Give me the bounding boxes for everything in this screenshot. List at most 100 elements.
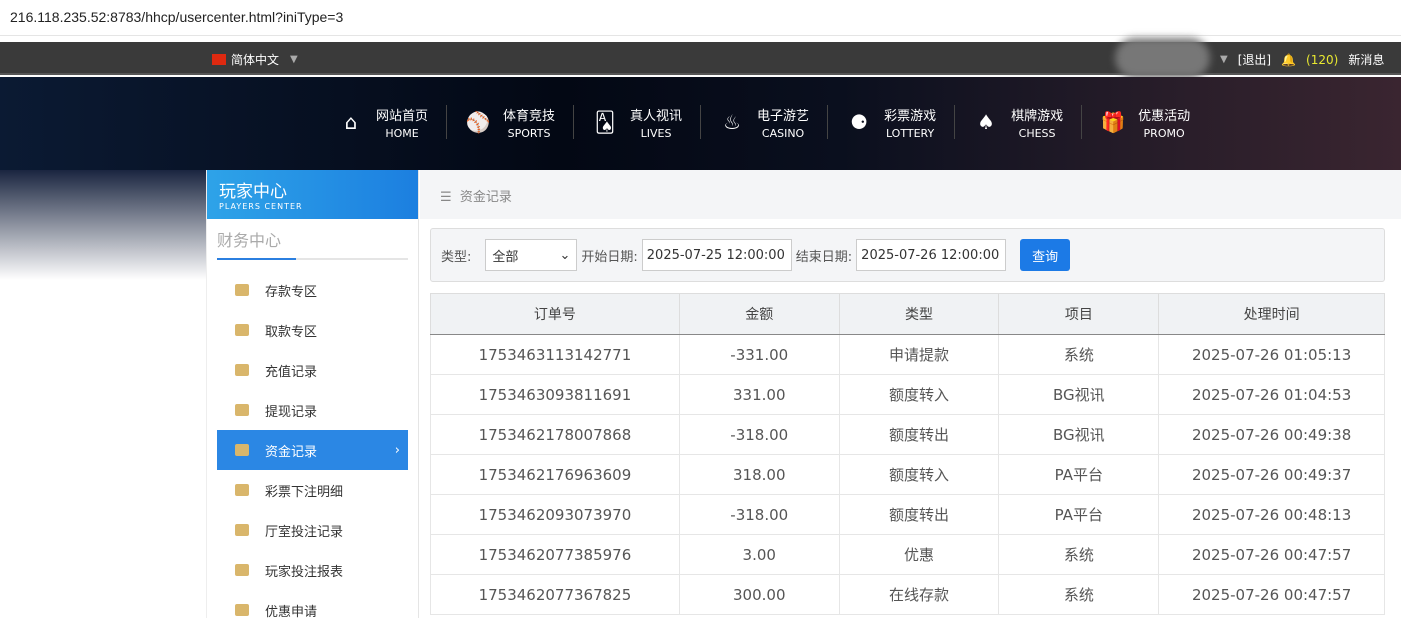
gift-icon: 🎁 bbox=[1100, 110, 1126, 134]
nav-label: 棋牌游戏 bbox=[1011, 108, 1064, 124]
column-header[interactable]: 类型 bbox=[838, 293, 1000, 335]
table-cell: PA平台 bbox=[998, 454, 1160, 495]
nav-item-home[interactable]: ⌂ 网站首页 HOME bbox=[320, 105, 448, 140]
nav-sublabel: PROMO bbox=[1143, 126, 1185, 140]
type-value: 全部 bbox=[492, 249, 519, 265]
language-label: 简体中文 bbox=[231, 53, 280, 67]
table-cell: 额度转入 bbox=[838, 374, 1000, 415]
table-cell: 系统 bbox=[998, 334, 1160, 375]
sidebar-item[interactable]: 玩家投注报表 bbox=[217, 550, 408, 590]
sidebar-item[interactable]: 提现记录 bbox=[217, 390, 408, 430]
nav-item-promo[interactable]: 🎁 优惠活动 PROMO bbox=[1082, 105, 1208, 140]
sidebar-item-label: 优惠申请 bbox=[265, 604, 318, 620]
nav-sublabel: LIVES bbox=[640, 126, 672, 140]
ball-icon: ⚾ bbox=[465, 110, 491, 134]
table-cell: 1753463113142771 bbox=[430, 334, 680, 375]
menu-item-icon bbox=[235, 364, 249, 376]
lottery-balls-icon: ⚈ bbox=[850, 110, 869, 134]
sidebar-item-label: 彩票下注明细 bbox=[265, 484, 344, 500]
sidebar-item[interactable]: 厅室投注记录 bbox=[217, 510, 408, 550]
table-row: 1753463093811691 331.00 额度转入 BG视讯 2025-07-26… bbox=[430, 374, 1385, 415]
cards-icon: 🂡 bbox=[594, 110, 616, 134]
nav-label: 优惠活动 bbox=[1138, 108, 1191, 124]
chevron-right-icon: › bbox=[394, 442, 400, 458]
table-cell: 系统 bbox=[998, 534, 1160, 575]
table-cell: -318.00 bbox=[678, 414, 840, 455]
table-cell: 318.00 bbox=[678, 454, 840, 495]
type-select[interactable]: 全部 ⌄ bbox=[485, 239, 578, 271]
filter-bar: 类型: 全部 ⌄ 开始日期: 2025-07-25 12:00:00 结束日期: … bbox=[430, 228, 1385, 282]
nav-item-lottery[interactable]: ⚈ 彩票游戏 LOTTERY bbox=[828, 105, 956, 140]
table-row: 1753463113142771 -331.00 申请提款 系统 2025-07-26 … bbox=[430, 334, 1385, 375]
sidebar-item-label: 玩家投注报表 bbox=[265, 564, 344, 580]
table-row: 1753462077367825 300.00 在线存款 系统 2025-07-26 0… bbox=[430, 574, 1385, 615]
sidebar-item[interactable]: 充值记录 bbox=[217, 350, 408, 390]
chevron-down-icon: ⌄ bbox=[559, 247, 571, 263]
china-flag-icon bbox=[212, 54, 226, 65]
sidebar-item[interactable]: 彩票下注明细 bbox=[217, 470, 408, 510]
sidebar-subtitle: PLAYERS CENTER bbox=[219, 202, 303, 211]
menu-item-icon bbox=[235, 484, 249, 496]
table-row: 1753462176963609 318.00 额度转入 PA平台 2025-07-26… bbox=[430, 454, 1385, 495]
start-date-input[interactable]: 2025-07-25 12:00:00 bbox=[641, 239, 792, 271]
table-cell: 331.00 bbox=[678, 374, 840, 415]
column-header[interactable]: 订单号 bbox=[430, 293, 680, 335]
section-tab[interactable]: 财务中心 bbox=[217, 227, 408, 260]
sidebar-item[interactable]: 资金记录 › bbox=[217, 430, 408, 470]
table-cell: 1753462093073970 bbox=[430, 494, 680, 535]
table-cell: 2025-07-26 01:05:13 bbox=[1158, 334, 1385, 375]
language-selector[interactable]: 简体中文 ▼ bbox=[212, 51, 298, 68]
sidebar: 玩家中心 PLAYERS CENTER 财务中心 存款专区 取款专区 充值记录 提现记录… bbox=[206, 170, 419, 620]
username-blurred bbox=[1115, 38, 1210, 78]
sidebar-item[interactable]: 存款专区 bbox=[217, 270, 408, 310]
sidebar-item-label: 资金记录 bbox=[265, 444, 318, 460]
spade-icon: ♠ bbox=[977, 110, 996, 134]
menu-item-icon bbox=[235, 564, 249, 576]
nav-item-lives[interactable]: 🂡 真人视讯 LIVES bbox=[574, 105, 702, 140]
nav-label: 电子游艺 bbox=[757, 108, 810, 124]
menu-item-icon bbox=[235, 604, 249, 616]
end-date-label: 结束日期: bbox=[795, 249, 853, 265]
table-row: 1753462178007868 -318.00 额度转出 BG视讯 2025-07-2… bbox=[430, 414, 1385, 455]
players-center-header: 玩家中心 PLAYERS CENTER bbox=[207, 170, 418, 219]
caret-down-icon[interactable]: ▼ bbox=[1220, 54, 1228, 65]
messages-link[interactable]: 新消息 bbox=[1348, 53, 1385, 67]
table-cell: 1753462077385976 bbox=[430, 534, 680, 575]
column-header[interactable]: 项目 bbox=[998, 293, 1160, 335]
table-cell: 2025-07-26 00:48:13 bbox=[1158, 494, 1385, 535]
table-cell: 3.00 bbox=[678, 534, 840, 575]
menu-item-icon bbox=[235, 444, 249, 456]
table-cell: BG视讯 bbox=[998, 374, 1160, 415]
menu-item-icon bbox=[235, 324, 249, 336]
message-count[interactable]: (120) bbox=[1306, 52, 1339, 67]
start-date-label: 开始日期: bbox=[581, 249, 638, 265]
sidebar-item[interactable]: 优惠申请 bbox=[217, 590, 408, 630]
caret-down-icon: ▼ bbox=[290, 54, 298, 65]
sidebar-item[interactable]: 取款专区 bbox=[217, 310, 408, 350]
nav-label: 彩票游戏 bbox=[884, 108, 937, 124]
breadcrumb: ☰ 资金记录 bbox=[420, 170, 1401, 219]
query-button[interactable]: 查询 bbox=[1020, 239, 1071, 271]
menu-icon[interactable]: ☰ bbox=[440, 190, 452, 205]
nav-item-sports[interactable]: ⚾ 体育竞技 SPORTS bbox=[447, 105, 575, 140]
sidebar-item-label: 厅室投注记录 bbox=[265, 524, 344, 540]
nav-item-chess[interactable]: ♠ 棋牌游戏 CHESS bbox=[955, 105, 1083, 140]
table-row: 1753462077385976 3.00 优惠 系统 2025-07-26 00:47… bbox=[430, 534, 1385, 575]
table-cell: 额度转出 bbox=[838, 414, 1000, 455]
table-cell: 优惠 bbox=[838, 534, 1000, 575]
column-header[interactable]: 处理时间 bbox=[1158, 293, 1385, 335]
sidebar-menu: 存款专区 取款专区 充值记录 提现记录资金记录 › 彩票下注明细 厅室投注记录 玩家投注报表优… bbox=[217, 270, 408, 630]
logout-link[interactable]: [退出] bbox=[1237, 53, 1272, 67]
column-header[interactable]: 金额 bbox=[678, 293, 840, 335]
background-fade bbox=[0, 170, 206, 280]
banner: ⌂ 网站首页 HOME ⚾ 体育竞技 SPORTS 🂡 真人视讯 LIVES ♨ 电子游艺 CASIN… bbox=[0, 77, 1401, 170]
address-bar[interactable]: 216.118.235.52:8783/hhcp/usercenter.html… bbox=[0, 0, 1401, 36]
end-date-input[interactable]: 2025-07-26 12:00:00 bbox=[856, 239, 1007, 271]
bell-icon[interactable]: 🔔 bbox=[1281, 52, 1297, 67]
table-cell: -318.00 bbox=[678, 494, 840, 535]
table-cell: 申请提款 bbox=[838, 334, 1000, 375]
table-cell: BG视讯 bbox=[998, 414, 1160, 455]
nav-sublabel: CASINO bbox=[761, 126, 805, 140]
menu-item-icon bbox=[235, 404, 249, 416]
nav-item-casino[interactable]: ♨ 电子游艺 CASINO bbox=[701, 105, 829, 140]
